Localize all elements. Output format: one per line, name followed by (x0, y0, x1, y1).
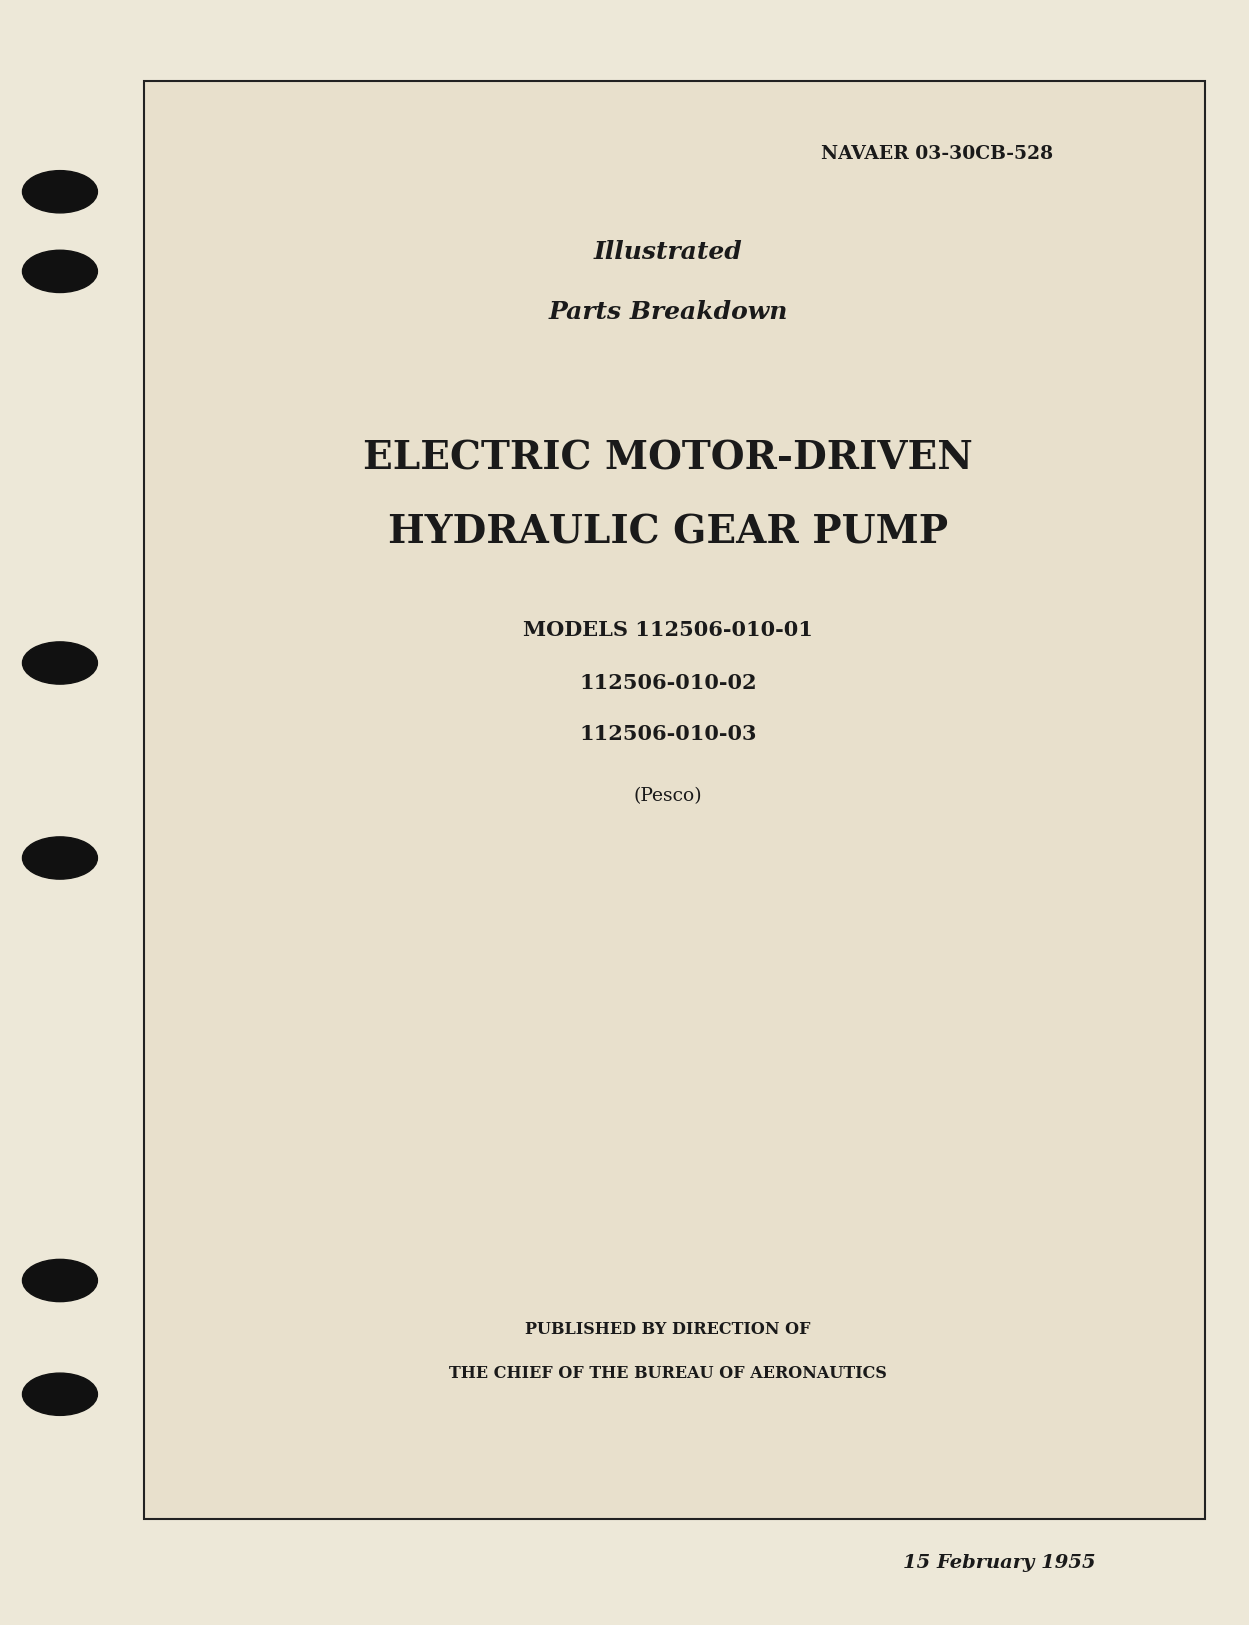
Bar (144, 81, 1205, 1519)
Text: 112506-010-03: 112506-010-03 (580, 725, 757, 744)
Text: HYDRAULIC GEAR PUMP: HYDRAULIC GEAR PUMP (388, 514, 948, 552)
Text: MODELS 112506-010-01: MODELS 112506-010-01 (523, 621, 813, 640)
Ellipse shape (22, 250, 97, 292)
Ellipse shape (22, 171, 97, 213)
Text: Parts Breakdown: Parts Breakdown (548, 301, 788, 323)
Text: 112506-010-02: 112506-010-02 (580, 673, 757, 692)
Text: Illustrated: Illustrated (593, 240, 743, 263)
Text: 15 February 1955: 15 February 1955 (903, 1554, 1095, 1573)
Ellipse shape (22, 1373, 97, 1415)
Text: PUBLISHED BY DIRECTION OF: PUBLISHED BY DIRECTION OF (526, 1321, 811, 1337)
Text: NAVAER 03-30CB-528: NAVAER 03-30CB-528 (821, 145, 1053, 164)
Text: (Pesco): (Pesco) (634, 786, 702, 806)
Text: THE CHIEF OF THE BUREAU OF AERONAUTICS: THE CHIEF OF THE BUREAU OF AERONAUTICS (450, 1365, 887, 1381)
Text: ELECTRIC MOTOR-DRIVEN: ELECTRIC MOTOR-DRIVEN (363, 439, 973, 478)
Ellipse shape (22, 1259, 97, 1302)
Ellipse shape (22, 642, 97, 684)
Ellipse shape (22, 837, 97, 879)
